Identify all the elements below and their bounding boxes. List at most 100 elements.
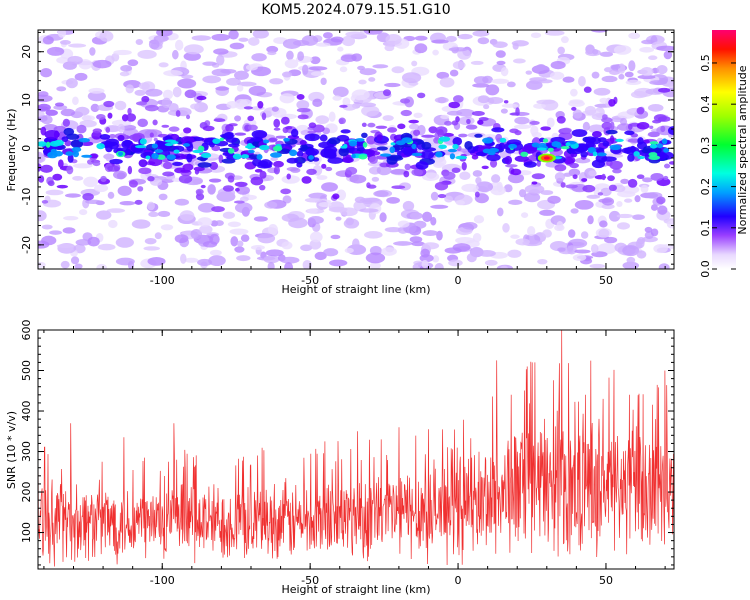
- spectrogram-cell: [267, 261, 275, 269]
- spectrogram-cell: [262, 139, 270, 144]
- spectrogram-cell: [174, 39, 184, 51]
- spectrogram-cell: [389, 146, 396, 154]
- spectrogram-cell: [92, 128, 103, 134]
- spectrogram-cell: [358, 79, 367, 85]
- spectrogram-cell: [211, 206, 225, 213]
- spectrogram-cell: [551, 141, 561, 148]
- spectrogram-cell: [248, 37, 260, 46]
- spectrogram-cell: [54, 139, 64, 146]
- spectrogram-cell: [520, 151, 529, 157]
- spectrogram-cell: [267, 224, 278, 235]
- spectrogram-cell: [341, 35, 356, 47]
- spectrogram-cell: [38, 110, 45, 117]
- spectrogram-cell: [434, 181, 449, 191]
- spectrogram-cell: [304, 197, 323, 203]
- spectrogram-cell: [515, 238, 530, 246]
- spectrogram-cell: [478, 249, 496, 257]
- spectrogram-cell: [507, 173, 525, 184]
- spectrogram-cell: [547, 147, 554, 152]
- spectrogram-cell: [569, 162, 579, 169]
- spectrogram-cell: [211, 33, 231, 41]
- spectrogram-cell: [397, 220, 410, 228]
- spectrogram-cell: [148, 211, 159, 218]
- spectrogram-cell: [413, 112, 423, 119]
- spectrogram-cell: [290, 167, 301, 173]
- spectrogram-cell: [158, 62, 169, 68]
- spectrogram-cell: [216, 54, 225, 66]
- spectrogram-cell: [74, 72, 88, 81]
- spectrogram-cell: [400, 109, 413, 117]
- spectrogram-cell: [536, 99, 556, 105]
- spectrogram-cell: [286, 157, 299, 164]
- spectrogram-cell: [297, 114, 309, 120]
- spectrogram-cell: [616, 222, 630, 230]
- spectrogram-cell: [96, 263, 108, 269]
- spectrogram-cell: [134, 89, 146, 96]
- y-tick-label: -20: [20, 236, 33, 254]
- spectrogram-cell: [550, 60, 566, 70]
- spectrogram-cell: [649, 141, 659, 145]
- spectrogram-cell: [96, 114, 106, 120]
- spectrogram-cell: [634, 195, 641, 203]
- spectrogram-cell: [340, 54, 357, 63]
- spectrogram-cell: [608, 184, 617, 192]
- spectrogram-cell: [601, 173, 606, 181]
- spectrogram-cell: [626, 256, 636, 264]
- spectrogram-cell: [154, 149, 164, 154]
- spectrogram-cell: [253, 216, 268, 222]
- spectrogram-cell: [560, 145, 570, 150]
- spectrogram-cell: [663, 175, 669, 181]
- spectrogram-cell: [500, 265, 509, 269]
- spectrogram-cell: [466, 253, 477, 263]
- spectrogram-cell: [583, 86, 592, 93]
- spectrogram-cell: [514, 116, 530, 125]
- spectrogram-cell: [484, 259, 498, 266]
- spectrogram-cell: [254, 169, 263, 173]
- spectrogram-cell: [647, 131, 660, 138]
- spectrogram-cell: [282, 195, 292, 204]
- spectrogram-cell: [264, 201, 278, 209]
- spectrogram-cell: [351, 89, 370, 101]
- spectrogram-cell: [227, 143, 240, 148]
- spectrogram-cell: [572, 174, 578, 180]
- spectrogram-cell: [496, 60, 506, 65]
- spectrogram-cell: [434, 263, 444, 269]
- spectrogram-cell: [430, 191, 439, 201]
- spectrogram-cell: [183, 44, 204, 55]
- x-tick-label: -100: [150, 574, 175, 587]
- colorbar-label: Normalized spectral amplitude: [736, 65, 749, 234]
- spectrogram-cell: [449, 69, 459, 77]
- spectrogram-cell: [466, 118, 471, 125]
- x-tick-label: 0: [455, 574, 462, 587]
- spectrogram-cell: [663, 163, 671, 169]
- spectrogram-cell: [268, 137, 278, 142]
- spectrogram-cell: [610, 121, 615, 131]
- spectrogram-cell: [127, 59, 139, 67]
- spectrogram-cell: [597, 192, 604, 196]
- spectrogram-cell: [186, 153, 193, 163]
- spectrogram-cell: [376, 165, 392, 176]
- spectrogram-cell: [542, 138, 549, 143]
- spectrogram-cell: [207, 184, 216, 195]
- spectrogram-cell: [536, 160, 541, 167]
- spectrogram-cell: [587, 215, 594, 225]
- spectrogram-cell: [345, 217, 354, 226]
- spectrogram-cell: [300, 244, 313, 252]
- spectrogram-cell: [56, 86, 67, 92]
- spectrogram-cell: [178, 174, 193, 184]
- spectrogram-cell: [230, 236, 239, 247]
- spectrogram-cell: [422, 242, 440, 250]
- spectrogram-cell: [323, 152, 337, 159]
- spectrogram-cell: [197, 162, 212, 168]
- spectrogram-cell: [57, 30, 67, 38]
- spectrogram-cell: [428, 126, 438, 134]
- spectrogram-cell: [266, 45, 279, 53]
- spectrogram-cell: [632, 214, 645, 220]
- spectrogram-cell: [622, 261, 640, 269]
- spectrogram-cell: [500, 66, 509, 77]
- spectrogram-cell: [213, 48, 229, 55]
- spectrogram-cell: [487, 97, 504, 104]
- spectrogram-cell: [461, 161, 467, 171]
- spectrogram-cell: [560, 36, 569, 44]
- spectrogram-cell: [316, 175, 328, 180]
